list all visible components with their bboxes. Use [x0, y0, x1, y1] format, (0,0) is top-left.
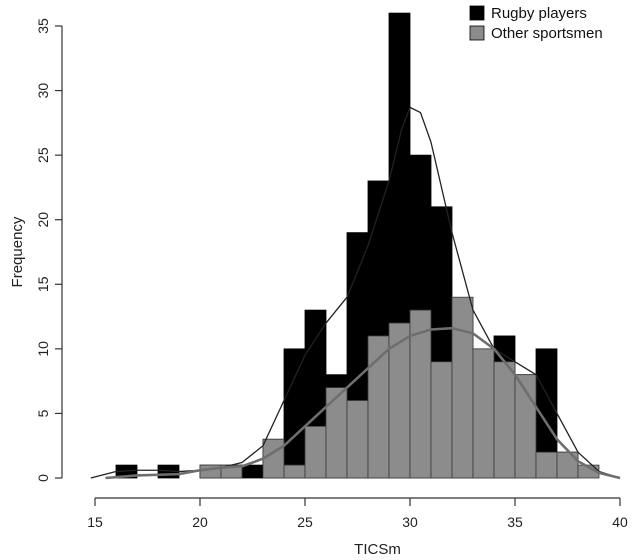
y-tick-label-30: 30	[35, 83, 51, 99]
y-tick-label-10: 10	[35, 341, 51, 357]
bar-other-sportsmen-27	[346, 400, 369, 479]
y-tick-label-20: 20	[35, 212, 51, 228]
bar-other-sportsmen-26	[325, 387, 348, 479]
x-axis-title: TICSm	[354, 541, 401, 558]
x-tick-label-20: 20	[192, 514, 208, 530]
y-axis-title: Frequency	[9, 216, 26, 287]
x-tick-label-25: 25	[297, 514, 313, 530]
legend-label-other-sportsmen: Other sportsmen	[491, 25, 603, 42]
bars-layer	[115, 12, 600, 479]
bar-other-sportsmen-24	[283, 464, 306, 479]
legend-label-rugby-players: Rugby players	[491, 5, 587, 22]
density-curves-layer	[90, 106, 621, 480]
bar-other-sportsmen-33	[472, 348, 495, 479]
legend-swatch-other-sportsmen	[469, 25, 485, 41]
x-ticks: 15 20 25 30 35 40	[87, 498, 628, 530]
x-tick-label-30: 30	[402, 514, 418, 530]
x-tick-label-35: 35	[507, 514, 523, 530]
legend-swatch-rugby-players	[469, 5, 485, 21]
y-tick-label-0: 0	[35, 474, 51, 482]
bar-other-sportsmen-32	[451, 296, 474, 479]
y-tick-label-35: 35	[35, 18, 51, 34]
y-axis: 0 5 10 15 20 25 30 35 Frequency	[9, 18, 63, 482]
y-tick-label-15: 15	[35, 276, 51, 292]
x-tick-label-40: 40	[612, 514, 628, 530]
legend: Rugby players Other sportsmen	[469, 5, 603, 42]
bar-other-sportsmen-34	[493, 361, 516, 479]
bar-rugby-players-22	[241, 464, 264, 479]
bar-other-sportsmen-25	[304, 425, 327, 479]
x-axis: 15 20 25 30 35 40 TICSm	[87, 497, 628, 558]
y-tick-label-5: 5	[35, 409, 51, 417]
y-ticks: 0 5 10 15 20 25 30 35	[35, 18, 62, 482]
density-curve-other-sportsmen	[105, 326, 621, 480]
bar-other-sportsmen-23	[262, 438, 285, 479]
bar-other-sportsmen-36	[535, 451, 558, 479]
bar-other-sportsmen-31	[430, 361, 453, 479]
y-tick-label-25: 25	[35, 147, 51, 163]
bar-rugby-players-24	[283, 348, 306, 479]
x-tick-label-15: 15	[87, 514, 103, 530]
